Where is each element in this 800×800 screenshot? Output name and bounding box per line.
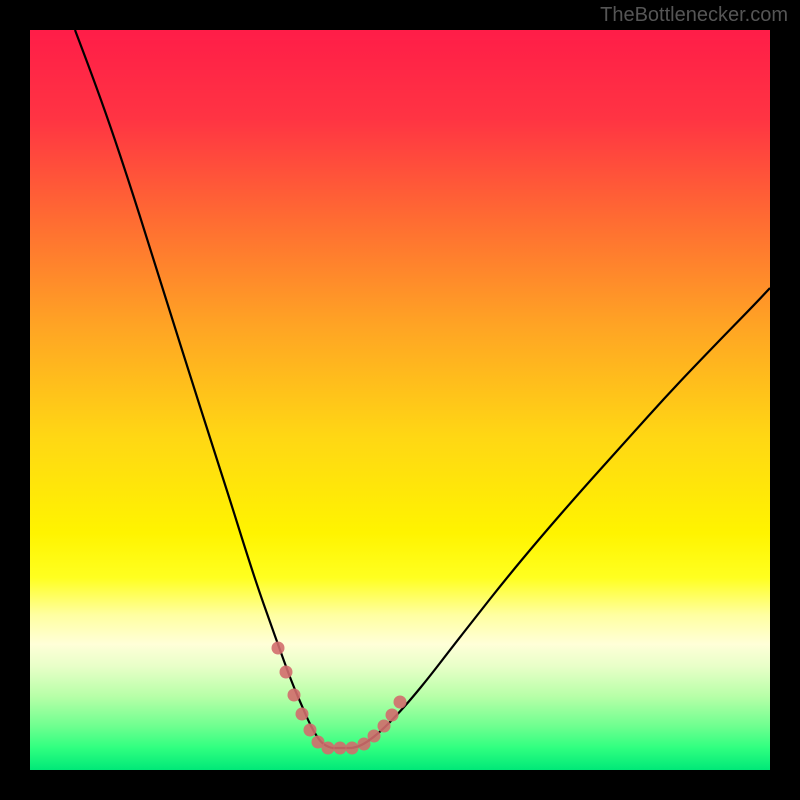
marker-dot (272, 642, 285, 655)
marker-dot (368, 730, 381, 743)
marker-dot (394, 696, 407, 709)
marker-dot (288, 689, 301, 702)
left-curve (75, 30, 332, 748)
marker-dot (322, 742, 335, 755)
marker-dot (304, 724, 317, 737)
marker-dot (296, 708, 309, 721)
curve-overlay (30, 30, 770, 770)
marker-dot (378, 720, 391, 733)
marker-dot (346, 742, 359, 755)
marker-dot (280, 666, 293, 679)
plot-area (30, 30, 770, 770)
marker-dot (334, 742, 347, 755)
watermark: TheBottlenecker.com (600, 4, 788, 27)
marker-dot (386, 709, 399, 722)
right-curve (352, 288, 770, 748)
